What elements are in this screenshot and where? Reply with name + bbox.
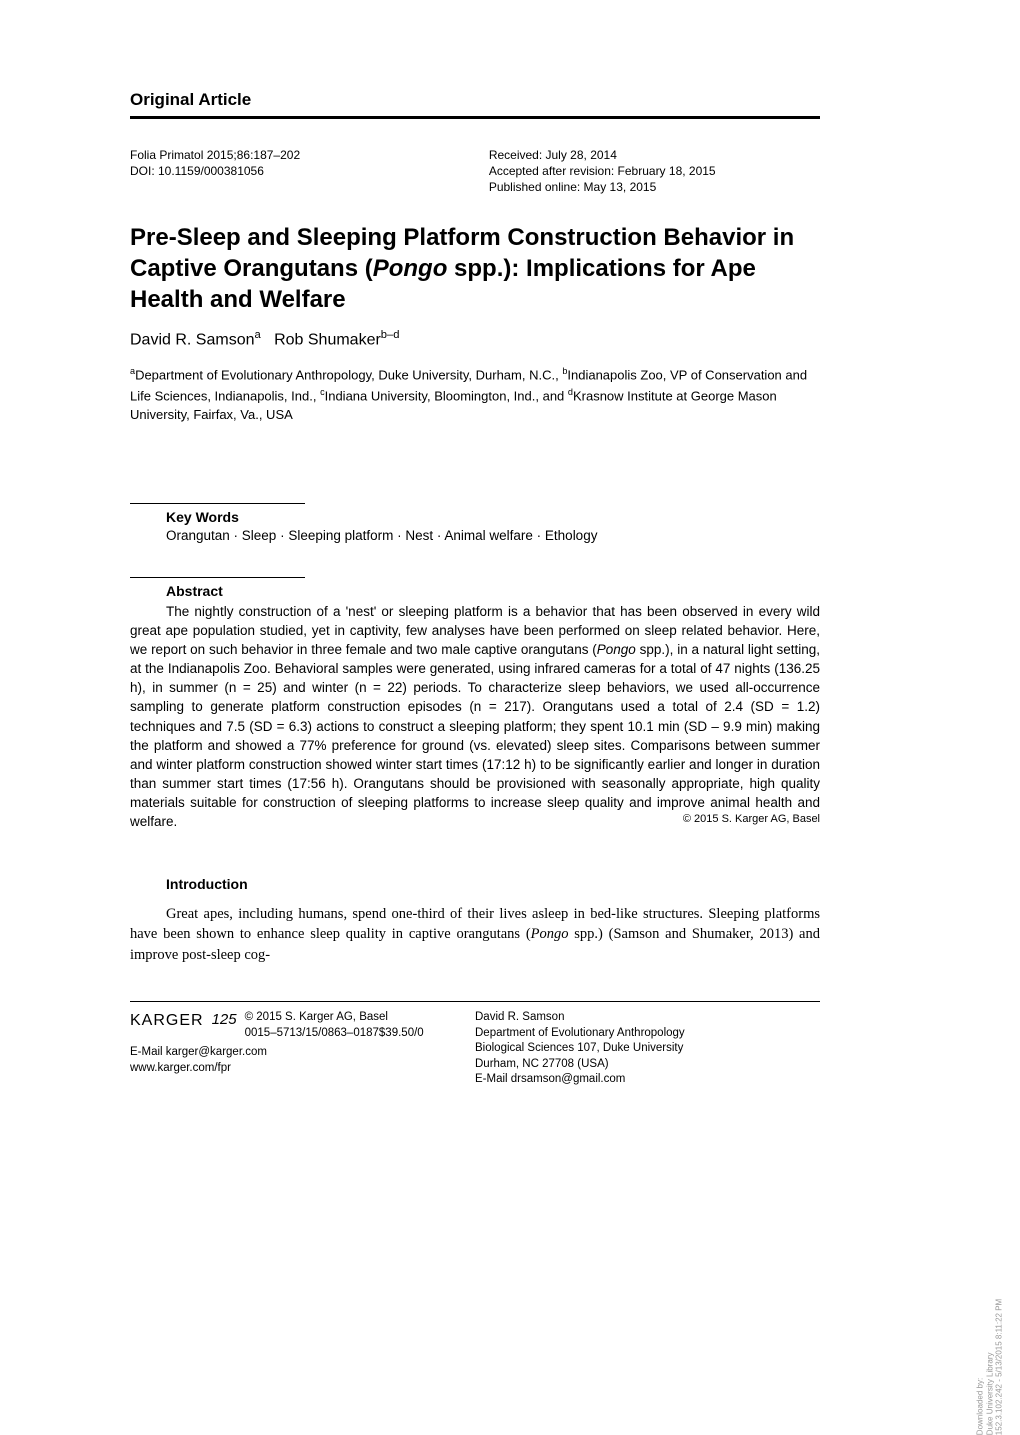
- article-title: Pre-Sleep and Sleeping Platform Construc…: [130, 222, 820, 316]
- authors: David R. Samsona Rob Shumakerb–d: [130, 329, 820, 349]
- corresponding-dept: Department of Evolutionary Anthropology: [475, 1026, 820, 1042]
- publisher-website: www.karger.com/fpr: [130, 1061, 475, 1077]
- abstract-body: The nightly construction of a 'nest' or …: [130, 602, 820, 832]
- introduction-heading: Introduction: [130, 876, 820, 892]
- footer: KARGER 125 © 2015 S. Karger AG, Basel 001…: [130, 1010, 820, 1088]
- corresponding-name: David R. Samson: [475, 1010, 820, 1026]
- abstract-heading: Abstract: [130, 583, 820, 599]
- introduction-body: Great apes, including humans, spend one-…: [130, 904, 820, 966]
- abstract-rule: [130, 577, 305, 578]
- publisher-email: E-Mail karger@karger.com: [130, 1045, 475, 1061]
- section-label: Original Article: [130, 90, 820, 110]
- accepted-date: Accepted after revision: February 18, 20…: [489, 163, 820, 179]
- download-watermark: Downloaded by: Duke University Library 1…: [975, 1299, 1004, 1435]
- keywords-line: Orangutan · Sleep · Sleeping platform · …: [130, 528, 820, 543]
- received-date: Received: July 28, 2014: [489, 147, 820, 163]
- publisher-anniversary: 125: [212, 1010, 237, 1030]
- affiliations: aDepartment of Evolutionary Anthropology…: [130, 365, 820, 424]
- abstract-copyright: © 2015 S. Karger AG, Basel: [683, 812, 820, 828]
- keywords-rule: [130, 503, 305, 504]
- footer-rule: [130, 1001, 820, 1002]
- meta-row: Folia Primatol 2015;86:187–202 DOI: 10.1…: [130, 147, 820, 196]
- corresponding-email: E-Mail drsamson@gmail.com: [475, 1072, 820, 1088]
- footer-copyright: © 2015 S. Karger AG, Basel: [245, 1011, 388, 1023]
- header-rule: [130, 116, 820, 119]
- publisher-logo: KARGER: [130, 1010, 204, 1032]
- doi: DOI: 10.1159/000381056: [130, 163, 461, 179]
- keywords-heading: Key Words: [130, 509, 820, 525]
- corresponding-addr2: Durham, NC 27708 (USA): [475, 1057, 820, 1073]
- corresponding-addr1: Biological Sciences 107, Duke University: [475, 1041, 820, 1057]
- footer-issn: 0015–5713/15/0863–0187$39.50/0: [245, 1027, 424, 1039]
- published-date: Published online: May 13, 2015: [489, 179, 820, 195]
- journal-citation: Folia Primatol 2015;86:187–202: [130, 147, 461, 163]
